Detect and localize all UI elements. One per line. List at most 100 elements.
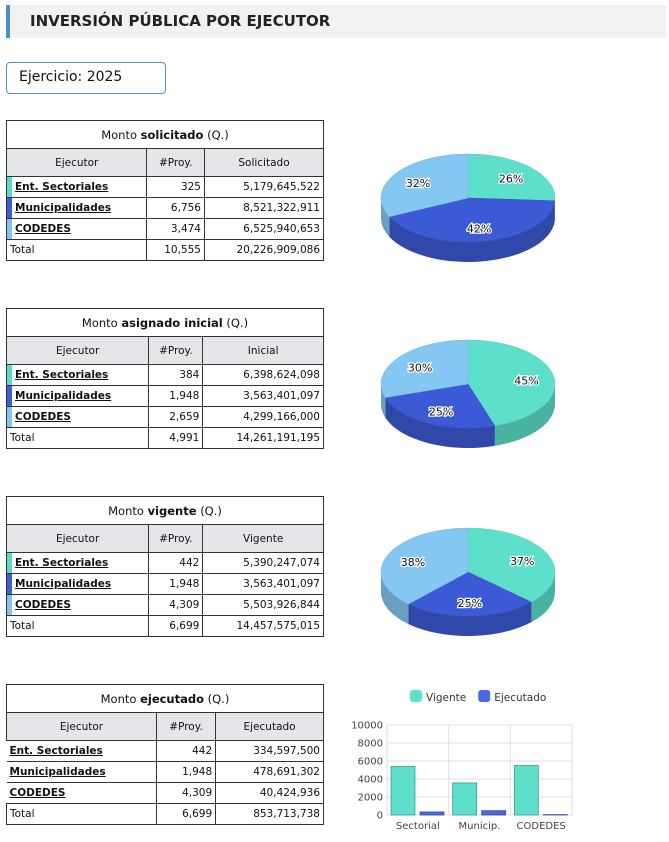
total-row: Total 6,699 853,713,738 [6, 803, 324, 825]
executor-link[interactable]: Municipalidades [12, 573, 150, 595]
column-header: Ejecutor [5, 524, 150, 553]
y-tick-label: 4000 [358, 775, 383, 786]
pie-label: 45% [514, 374, 538, 387]
executor-link[interactable]: Ent. Sectoriales [12, 364, 150, 386]
executor-link[interactable]: CODEDES [12, 406, 150, 428]
header: INVERSIÓN PÚBLICA POR EJECUTOR [6, 5, 666, 38]
executor-link[interactable]: Municipalidades [6, 761, 157, 783]
cell: 334,597,500 [215, 740, 324, 762]
y-tick-label: 2000 [358, 793, 383, 804]
bar [452, 782, 478, 816]
pie-label: 26% [499, 173, 523, 186]
y-tick-label: 6000 [358, 757, 383, 768]
column-header: #Proy. [146, 148, 205, 177]
y-tick-label: 8000 [358, 739, 383, 750]
title-unit: (Q.) [200, 503, 222, 518]
y-tick-label: 10000 [351, 721, 383, 732]
total-row: Total 10,555 20,226,909,086 [5, 239, 325, 261]
cell: 1,948 [155, 761, 217, 783]
executor-link[interactable]: Ent. Sectoriales [6, 740, 157, 762]
data-row: Ent. Sectoriales 325 5,179,645,522 [6, 176, 325, 198]
total-cell: 6,699 [155, 803, 217, 825]
cell: 5,179,645,522 [203, 176, 325, 198]
title-text: Monto [108, 503, 144, 518]
table-title-row: Monto solicitado (Q.) [6, 120, 324, 149]
executor-link[interactable]: CODEDES [12, 594, 150, 616]
title-emphasis: solicitado [140, 127, 204, 142]
pie-slice-side [389, 200, 555, 262]
table-title: Monto solicitado (Q.) [6, 120, 324, 149]
executor-link[interactable]: Municipalidades [12, 197, 148, 219]
data-table: Monto ejecutado (Q.) Ejecutor #Proy. Ejecut… [6, 684, 324, 825]
title-unit: (Q.) [207, 127, 229, 142]
header-row: Ejecutor #Proy. Inicial [5, 336, 324, 365]
pie-slice-side [381, 572, 409, 625]
cell: 5,503,926,844 [202, 594, 324, 616]
cell: 478,691,302 [215, 761, 324, 783]
pie-slice [467, 153, 556, 202]
column-header: Inicial [202, 336, 324, 365]
title-emphasis: vigente [147, 503, 197, 518]
y-tick-label: 0 [377, 811, 383, 822]
year-filter[interactable]: Ejercicio: 2025 [6, 62, 166, 94]
table-title-row: Monto vigente (Q.) [6, 496, 324, 525]
total-cell: 10,555 [146, 239, 205, 261]
total-cell: Total [5, 427, 150, 449]
column-header: Solicitado [203, 148, 325, 177]
header-row: Ejecutor #Proy. Solicitado [5, 148, 325, 177]
column-header: #Proy. [148, 524, 204, 553]
table-title: Monto asignado inicial (Q.) [6, 308, 324, 337]
cell: 442 [148, 552, 204, 574]
pie-label: 38% [401, 556, 425, 569]
cell: 5,390,247,074 [202, 552, 324, 574]
data-row: Municipalidades 6,756 8,521,322,911 [6, 197, 325, 219]
cell: 2,659 [148, 406, 204, 428]
pie-label: 32% [406, 177, 430, 190]
data-row: CODEDES 2,659 4,299,166,000 [6, 406, 324, 428]
data-row: Municipalidades 1,948 3,563,401,097 [6, 573, 324, 595]
legend-label: Ejecutado [494, 692, 546, 704]
title-text: Monto [100, 691, 137, 706]
cell: 3,474 [146, 218, 205, 240]
page-title: INVERSIÓN PÚBLICA POR EJECUTOR [30, 12, 331, 30]
column-header: #Proy. [155, 712, 217, 741]
executor-link[interactable]: CODEDES [12, 218, 148, 240]
pie-slice-side [381, 384, 386, 418]
total-cell: Total [5, 615, 150, 637]
cell: 6,398,624,098 [202, 364, 324, 386]
pie-label: 30% [408, 361, 432, 374]
bar [390, 766, 416, 816]
table-title: Monto vigente (Q.) [6, 496, 324, 525]
total-cell: 6,699 [148, 615, 204, 637]
table-title: Monto ejecutado (Q.) [6, 684, 324, 713]
data-table: Monto asignado inicial (Q.) Ejecutor #Proy… [5, 308, 324, 449]
pie-slice [380, 527, 469, 605]
column-header: Vigente [202, 524, 324, 553]
title-unit: (Q.) [226, 315, 249, 330]
bar [419, 811, 445, 816]
pie-slice-side [385, 397, 495, 448]
cell: 8,521,322,911 [203, 197, 325, 219]
executor-link[interactable]: Ent. Sectoriales [12, 176, 148, 198]
column-header: #Proy. [148, 336, 204, 365]
header-row: Ejecutor #Proy. Ejecutado [6, 712, 324, 741]
column-header: Ejecutor [5, 336, 150, 365]
cell: 6,525,940,653 [203, 218, 325, 240]
data-row: Municipalidades 1,948 478,691,302 [6, 761, 324, 783]
executor-link[interactable]: CODEDES [6, 782, 157, 804]
data-row: CODEDES 4,309 5,503,926,844 [6, 594, 324, 616]
title-emphasis: ejecutado [140, 691, 205, 706]
total-cell: 20,226,909,086 [203, 239, 325, 261]
pie-slice [384, 383, 496, 429]
pie-label: 25% [429, 406, 453, 419]
pie-slice [380, 153, 469, 218]
table-title-row: Monto ejecutado (Q.) [6, 684, 324, 713]
cell: 4,309 [148, 594, 204, 616]
pie-slice [388, 197, 556, 243]
executor-link[interactable]: Municipalidades [12, 385, 150, 407]
pie-slice-side [531, 572, 555, 623]
executor-link[interactable]: Ent. Sectoriales [12, 552, 150, 574]
cell: 442 [155, 740, 217, 762]
total-cell: Total [5, 239, 148, 261]
